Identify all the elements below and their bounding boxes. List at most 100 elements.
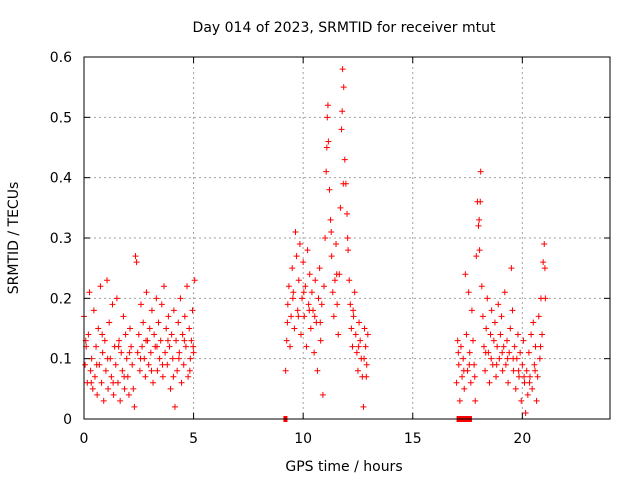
data-point — [460, 367, 467, 374]
data-point — [97, 283, 104, 290]
data-point — [160, 283, 167, 290]
data-point — [532, 343, 539, 350]
data-point — [352, 331, 359, 338]
data-point — [190, 343, 197, 350]
y-tick-label: 0.5 — [50, 110, 72, 126]
data-point — [335, 331, 342, 338]
data-point — [300, 289, 307, 296]
data-point — [105, 385, 112, 392]
data-point — [529, 385, 536, 392]
data-point — [328, 253, 335, 260]
data-point — [477, 168, 484, 175]
data-point — [178, 379, 185, 386]
data-point — [540, 259, 547, 266]
data-point — [100, 397, 107, 404]
data-point — [475, 222, 482, 229]
data-point — [503, 337, 510, 344]
data-point — [145, 361, 152, 368]
data-point — [473, 253, 480, 260]
data-point — [329, 289, 336, 296]
data-point — [284, 319, 291, 326]
data-point — [541, 265, 548, 272]
data-point — [167, 385, 174, 392]
data-point — [477, 198, 484, 205]
data-point — [306, 271, 313, 278]
data-point — [171, 403, 178, 410]
data-point — [155, 319, 162, 326]
data-point — [181, 313, 188, 320]
data-point — [191, 277, 198, 284]
data-point — [528, 331, 535, 338]
data-point — [287, 343, 294, 350]
data-point — [306, 307, 313, 314]
data-point — [305, 301, 312, 308]
data-point — [130, 385, 137, 392]
data-point — [522, 409, 529, 416]
data-point — [88, 379, 95, 386]
data-point — [101, 337, 108, 344]
data-point — [156, 355, 163, 362]
data-point — [317, 319, 324, 326]
data-point — [486, 379, 493, 386]
data-point — [285, 283, 292, 290]
data-point — [119, 367, 126, 374]
data-point — [168, 331, 175, 338]
y-tick-label: 0.1 — [50, 352, 72, 368]
data-point — [468, 307, 475, 314]
data-point — [86, 289, 93, 296]
data-point — [136, 367, 143, 374]
data-point — [462, 271, 469, 278]
x-tick-label: 10 — [294, 431, 312, 447]
data-point — [318, 301, 325, 308]
data-point — [490, 337, 497, 344]
data-point — [303, 343, 310, 350]
data-point — [361, 355, 368, 362]
data-point — [314, 367, 321, 374]
data-point — [159, 373, 166, 380]
data-point — [82, 361, 89, 368]
data-point — [455, 349, 462, 356]
data-point — [288, 313, 295, 320]
data-point — [334, 301, 341, 308]
data-point — [319, 391, 326, 398]
data-point — [282, 367, 289, 374]
data-point — [463, 331, 470, 338]
data-point — [121, 385, 128, 392]
data-point — [311, 349, 318, 356]
data-point — [292, 228, 299, 235]
data-point — [146, 325, 153, 332]
data-point — [511, 343, 518, 350]
data-point — [470, 337, 477, 344]
data-point — [339, 108, 346, 115]
data-point — [341, 156, 348, 163]
data-point — [132, 253, 139, 260]
data-point — [289, 265, 296, 272]
data-point — [116, 337, 123, 344]
chart-title: Day 014 of 2023, SRMTID for receiver mtu… — [193, 20, 496, 36]
data-point — [123, 355, 130, 362]
data-point — [182, 343, 189, 350]
data-point — [300, 259, 307, 266]
data-point — [186, 325, 193, 332]
data-point — [502, 361, 509, 368]
data-point — [294, 307, 301, 314]
data-point — [327, 216, 334, 223]
data-point — [299, 295, 306, 302]
data-point — [521, 379, 528, 386]
data-point — [112, 361, 119, 368]
y-tick-label: 0.3 — [50, 231, 72, 247]
data-point — [129, 361, 136, 368]
data-point — [120, 313, 127, 320]
data-point — [476, 216, 483, 223]
data-point — [542, 295, 549, 302]
data-point — [472, 397, 479, 404]
data-point — [93, 343, 100, 350]
data-point — [348, 325, 355, 332]
data-point — [350, 313, 357, 320]
data-point — [491, 319, 498, 326]
data-point — [534, 373, 541, 380]
data-point — [295, 313, 302, 320]
data-point — [499, 367, 506, 374]
data-point — [170, 373, 177, 380]
data-point — [517, 349, 524, 356]
